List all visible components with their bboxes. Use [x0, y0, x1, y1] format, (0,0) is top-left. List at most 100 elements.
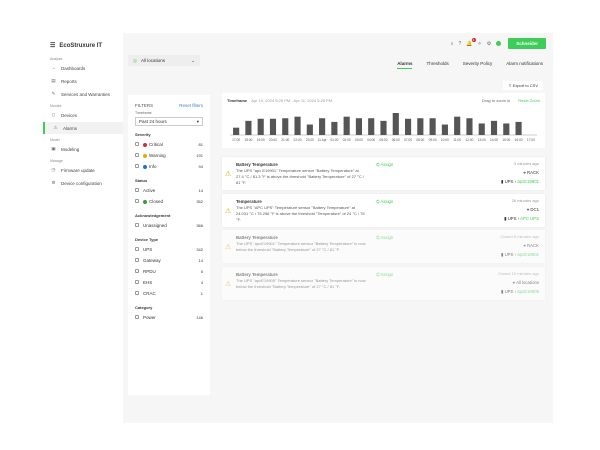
settings-icon[interactable]: ⚙	[486, 40, 492, 47]
alarm-location[interactable]: ⌖ RACK	[523, 170, 539, 175]
bar[interactable]	[306, 124, 313, 135]
bar[interactable]	[515, 121, 522, 135]
filter-option[interactable]: EHS 4	[135, 277, 203, 288]
reset-filters-link[interactable]: Reset filters	[179, 103, 203, 108]
filter-count: 342	[196, 247, 203, 252]
bar[interactable]	[294, 116, 301, 135]
bar[interactable]	[245, 120, 252, 135]
filter-label: Closed	[149, 199, 164, 204]
checkbox[interactable]	[135, 315, 139, 319]
checkbox[interactable]	[135, 153, 139, 157]
filter-option[interactable]: Power 146	[135, 312, 203, 323]
bar[interactable]	[392, 113, 399, 135]
bar[interactable]	[380, 120, 387, 135]
filter-option[interactable]: UPS 342	[135, 244, 203, 255]
bar[interactable]	[269, 118, 277, 135]
bar[interactable]	[233, 127, 240, 135]
export-csv-button[interactable]: ⇪ Export to CSV	[503, 81, 543, 90]
location-value: All locations	[140, 58, 165, 63]
checkbox[interactable]	[135, 258, 139, 262]
assign-button[interactable]: ⛭ Assign	[376, 162, 393, 167]
checkbox[interactable]	[135, 269, 139, 273]
filter-option[interactable]: Closed 352	[135, 196, 203, 207]
sidebar-item-modeling[interactable]: ▣ Modeling	[43, 143, 123, 155]
assign-button[interactable]: ⛭ Assign	[376, 235, 393, 240]
tab-thresholds[interactable]: Thresholds	[426, 61, 449, 66]
checkbox[interactable]	[135, 142, 139, 146]
device-link[interactable]: apcE19901	[517, 252, 539, 257]
help-icon[interactable]: ?	[458, 40, 462, 47]
assign-button[interactable]: ⛭ Assign	[376, 272, 393, 277]
alarm-histogram[interactable]: Timeframe Apr 10, 2024 5:25 PM - Apr 11,…	[222, 93, 545, 148]
alarm-card[interactable]: ⚠ Battery Temperature The UPS "apcE19901" …	[222, 230, 545, 263]
filter-option[interactable]: Gateway 14	[135, 255, 203, 266]
reset-zoom-button[interactable]: Reset Zoom	[518, 98, 540, 103]
alarm-location[interactable]: ⌖ RACK	[523, 243, 539, 248]
bar[interactable]	[490, 120, 498, 135]
bar[interactable]	[319, 118, 326, 135]
x-tick-label: 09:00	[429, 138, 437, 142]
bar[interactable]	[478, 123, 485, 135]
sidebar-item-reports[interactable]: ▤ Reports	[43, 75, 123, 87]
filter-option[interactable]: Critical 81	[135, 139, 203, 150]
checkbox[interactable]	[135, 280, 139, 284]
device-link[interactable]: apcE19901	[517, 179, 539, 184]
checkbox[interactable]	[135, 223, 139, 227]
sidebar-item-services-and-warranties[interactable]: ✎ Services and Warranties	[43, 88, 123, 100]
checkbox[interactable]	[135, 164, 139, 168]
tab-severity-policy[interactable]: Severity Policy	[462, 61, 493, 66]
checkbox[interactable]	[135, 199, 139, 203]
bar[interactable]	[404, 118, 412, 135]
timeframe-select[interactable]: Past 24 hours ▾	[135, 117, 203, 126]
checkbox[interactable]	[135, 188, 139, 192]
filter-option[interactable]: Info 94	[135, 161, 203, 172]
bar[interactable]	[466, 118, 473, 135]
filter-option[interactable]: RPDU 5	[135, 266, 203, 277]
alarm-location[interactable]: ⌖ DC1	[527, 207, 539, 212]
bell-icon[interactable]: 🔔 1	[466, 37, 476, 47]
checkbox[interactable]	[135, 291, 139, 295]
sidebar-item-label: Device configuration	[61, 180, 102, 186]
bar[interactable]	[417, 118, 424, 135]
filter-count: 352	[196, 199, 203, 204]
lightbulb-icon[interactable]: ✧	[477, 40, 482, 47]
device-link[interactable]: apcE19905	[517, 288, 539, 294]
location-selector[interactable]: ◎ All locations ⌄	[128, 55, 200, 66]
bar[interactable]	[454, 116, 461, 135]
filter-option[interactable]: Active 14	[135, 185, 203, 196]
filter-option[interactable]: CRAC 1	[135, 288, 203, 299]
sidebar-item-label: Alarms	[63, 125, 78, 131]
ups-icon: ▮	[501, 288, 505, 294]
sidebar-item-dashboards[interactable]: ◔ Dashboards	[43, 62, 123, 74]
alarm-card[interactable]: ⚠ Temperature The UPS "APC UPS" Temperatur…	[222, 193, 545, 227]
bar[interactable]	[282, 118, 289, 135]
sidebar-item-device-configuration[interactable]: ⚙ Device configuration	[43, 177, 123, 189]
bar[interactable]	[257, 118, 264, 135]
alarm-title: Battery Temperature	[236, 271, 278, 277]
alarm-location[interactable]: ⌖ All locations	[513, 280, 539, 285]
sidebar-item-firmware-update[interactable]: ◷ Firmware update	[43, 164, 123, 176]
device-link[interactable]: APC UPS	[520, 215, 539, 221]
alarm-card[interactable]: ⚠ Battery Temperature The UPS "apcE19905" …	[222, 266, 545, 300]
search-icon[interactable]: ⌕	[450, 40, 454, 47]
bar[interactable]	[441, 124, 448, 135]
bar[interactable]	[355, 118, 363, 135]
sidebar-item-devices[interactable]: ▯ Devices	[43, 109, 123, 121]
assign-button[interactable]: ⛭ Assign	[376, 199, 393, 204]
menu-icon[interactable]: ☰	[50, 43, 56, 49]
filter-option[interactable]: Unassigned 366	[135, 220, 203, 231]
checkbox[interactable]	[135, 247, 139, 251]
bar[interactable]	[503, 123, 510, 135]
bar[interactable]	[429, 118, 436, 135]
bar[interactable]	[368, 118, 375, 135]
sidebar-section-label: Model	[50, 138, 60, 142]
tab-alarm-notifications[interactable]: Alarm notifications	[506, 61, 543, 66]
alarm-card[interactable]: ⚠ Battery Temperature The UPS "apc E19901"…	[222, 157, 545, 190]
sidebar-item-alarms[interactable]: ⚠ Alarms	[43, 122, 123, 134]
location-name: RACK	[527, 170, 539, 175]
drag-hint: Drag to zoom in	[481, 98, 511, 103]
tab-alarms[interactable]: Alarms	[397, 61, 413, 69]
filter-option[interactable]: Warning 191	[135, 150, 203, 161]
bar[interactable]	[331, 121, 338, 135]
bar[interactable]	[343, 116, 350, 135]
